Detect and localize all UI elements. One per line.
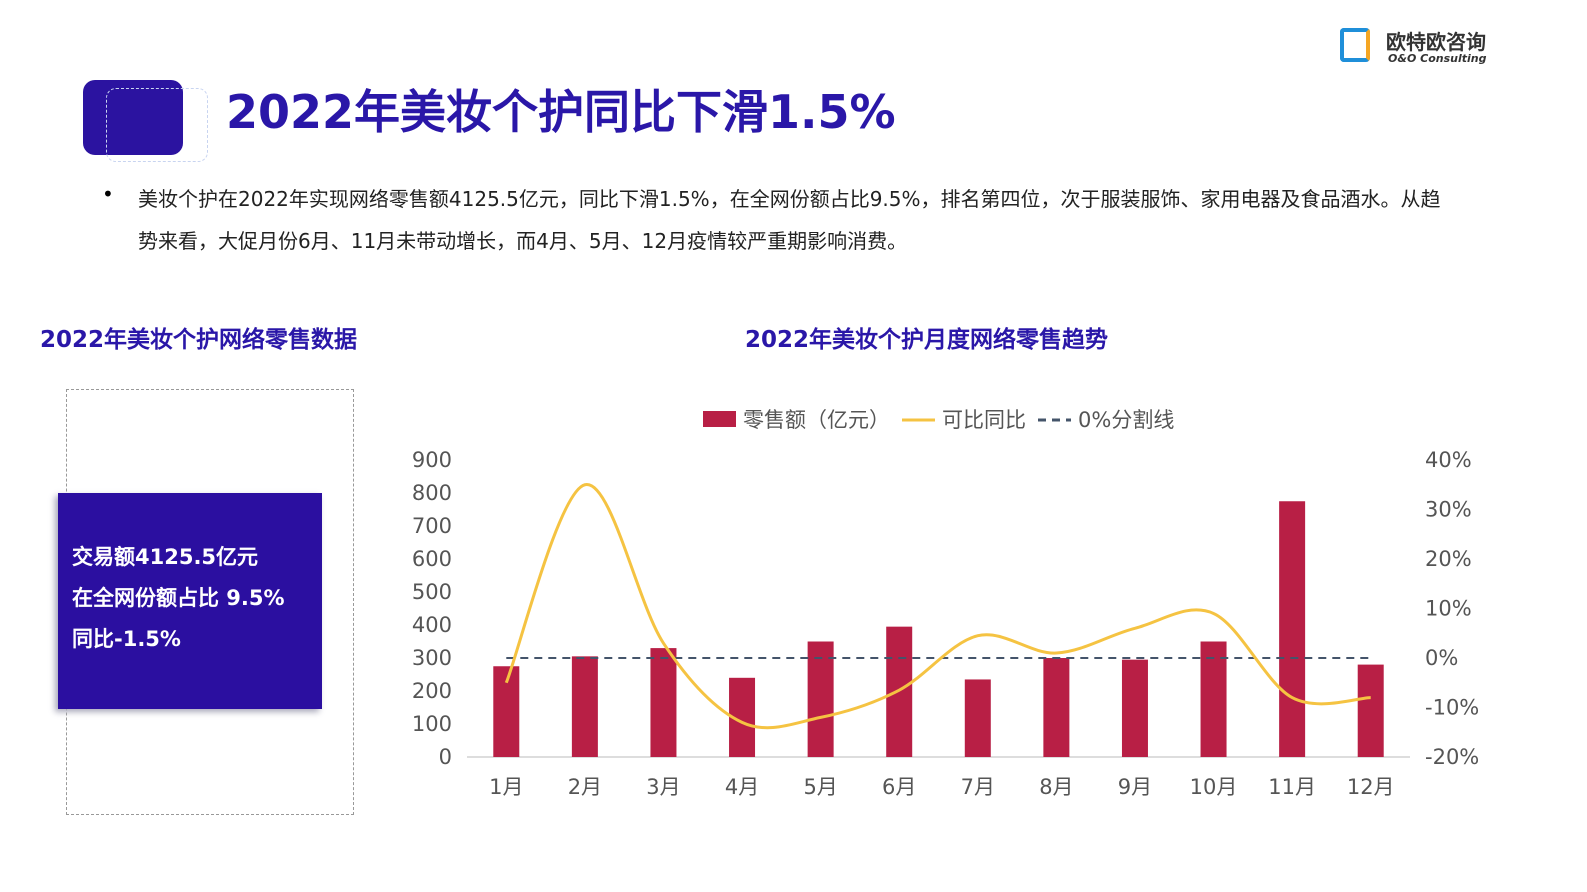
y-tick-label: 200 — [412, 679, 452, 703]
bar — [1121, 659, 1148, 757]
legend-label: 零售额（亿元） — [743, 408, 890, 432]
bar — [1357, 664, 1384, 757]
y2-tick-label: 40% — [1425, 448, 1472, 472]
bar — [964, 679, 991, 757]
y2-tick-label: 30% — [1425, 498, 1472, 522]
legend-swatch — [703, 411, 736, 427]
y-tick-label: 800 — [412, 481, 452, 505]
y2-tick-label: 0% — [1425, 646, 1458, 670]
series-line — [504, 483, 1371, 730]
bar — [571, 656, 598, 757]
y-tick-label: 900 — [412, 448, 452, 472]
x-tick-label: 10月 — [1190, 775, 1238, 799]
x-tick-label: 7月 — [961, 775, 995, 799]
y2-tick-label: -10% — [1425, 696, 1479, 720]
x-tick-label: 3月 — [646, 775, 680, 799]
y-tick-label: 400 — [412, 613, 452, 637]
page-title: 2022年美妆个护同比下滑1.5% — [226, 85, 896, 139]
x-tick-label: 2月 — [568, 775, 602, 799]
legend-label: 可比同比 — [942, 408, 1026, 432]
left-title: 2022年美妆个护网络零售数据 — [40, 327, 358, 353]
y2-tick-label: -20% — [1425, 745, 1479, 769]
x-tick-label: 6月 — [882, 775, 916, 799]
y-tick-label: 0 — [439, 745, 452, 769]
y-tick-label: 600 — [412, 547, 452, 571]
x-tick-label: 9月 — [1118, 775, 1152, 799]
x-tick-label: 1月 — [489, 775, 523, 799]
y-tick-label: 500 — [412, 580, 452, 604]
y-tick-label: 100 — [412, 712, 452, 736]
bar — [1200, 641, 1227, 757]
stat-line: 交易额4125.5亿元 — [72, 545, 259, 569]
stat-line: 在全网份额占比 9.5% — [72, 586, 285, 610]
bar — [807, 641, 834, 757]
bar — [1043, 658, 1070, 757]
logo-name: 欧特欧咨询 — [1386, 30, 1486, 54]
logo-icon — [1340, 28, 1370, 62]
x-tick-label: 12月 — [1347, 775, 1395, 799]
bar — [1279, 501, 1306, 757]
x-tick-label: 11月 — [1268, 775, 1316, 799]
bullet-text: 美妆个护在2022年实现网络零售额4125.5亿元，同比下滑1.5%，在全网份额… — [138, 187, 1441, 253]
bullet-dot: • — [102, 182, 114, 206]
stat-box — [58, 493, 322, 709]
y-tick-label: 700 — [412, 514, 452, 538]
bar — [650, 648, 677, 757]
y2-tick-label: 10% — [1425, 597, 1472, 621]
title-block — [83, 80, 183, 155]
x-tick-label: 5月 — [803, 775, 837, 799]
x-tick-label: 8月 — [1039, 775, 1073, 799]
y-tick-label: 300 — [412, 646, 452, 670]
legend-label: 0%分割线 — [1078, 408, 1174, 432]
logo-name-en: O&O Consulting — [1388, 52, 1487, 65]
title-deco — [106, 88, 208, 162]
y2-tick-label: 20% — [1425, 547, 1472, 571]
stat-line: 同比-1.5% — [72, 627, 181, 651]
chart-title: 2022年美妆个护月度网络零售趋势 — [745, 327, 1109, 353]
x-tick-label: 4月 — [725, 775, 759, 799]
